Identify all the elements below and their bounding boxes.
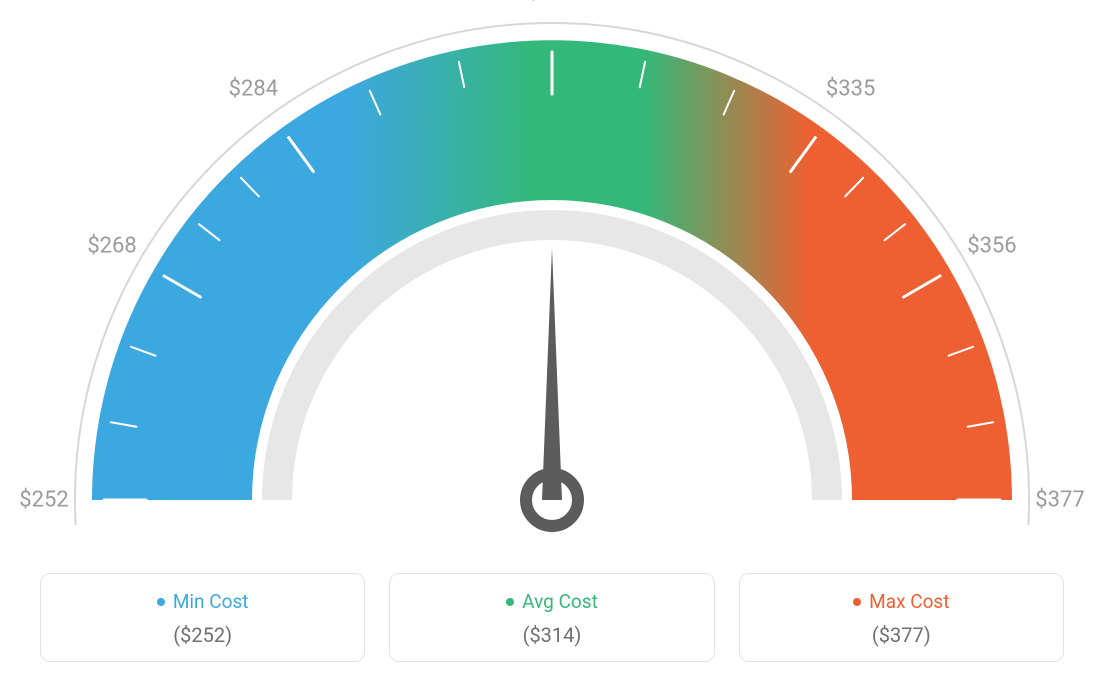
dot-icon [157,598,165,606]
gauge-tick-label: $377 [1035,488,1084,513]
dot-icon [506,598,514,606]
cost-gauge-chart: $252 $268 $284 $314 $335 $356 $377 Min Cost ($… [0,0,1104,690]
legend-card-max: Max Cost ($377) [739,573,1064,662]
legend-title-avg: Avg Cost [506,590,598,613]
gauge-tick-label: $252 [19,488,68,513]
dot-icon [853,598,861,606]
legend-label-avg: Avg Cost [522,590,598,613]
gauge-tick-label: $314 [527,0,576,5]
legend-label-min: Min Cost [173,590,249,613]
legend-value-max: ($377) [750,623,1053,647]
legend-title-max: Max Cost [853,590,949,613]
legend-title-min: Min Cost [157,590,249,613]
gauge-tick-label: $268 [87,234,136,259]
gauge-tick-label: $356 [967,234,1016,259]
legend-card-min: Min Cost ($252) [40,573,365,662]
gauge-area: $252 $268 $284 $314 $335 $356 $377 [0,0,1104,560]
legend-row: Min Cost ($252) Avg Cost ($314) Max Cost… [40,573,1064,662]
legend-card-avg: Avg Cost ($314) [389,573,714,662]
gauge-tick-label: $335 [826,77,875,102]
gauge-svg [0,0,1104,560]
legend-value-min: ($252) [51,623,354,647]
gauge-tick-label: $284 [229,77,278,102]
legend-label-max: Max Cost [869,590,949,613]
legend-value-avg: ($314) [400,623,703,647]
